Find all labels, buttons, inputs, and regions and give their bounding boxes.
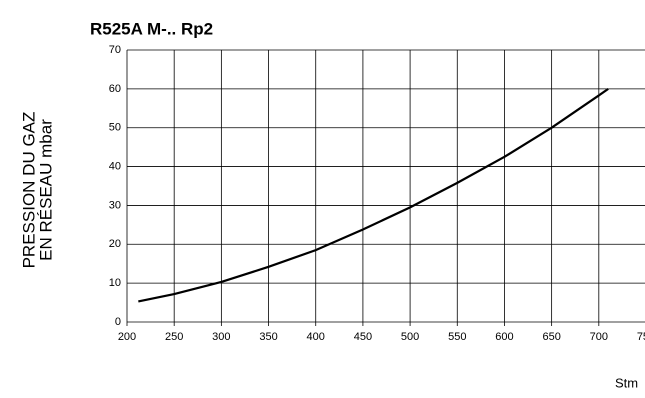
x-axis-label: Stm bbox=[615, 375, 638, 390]
x-tick-label: 600 bbox=[495, 331, 513, 343]
x-tick-label: 200 bbox=[118, 331, 136, 343]
x-tick-label: 550 bbox=[448, 331, 466, 343]
y-tick-label: 50 bbox=[109, 122, 121, 134]
x-tick-label: 350 bbox=[259, 331, 277, 343]
y-tick-label: 10 bbox=[109, 277, 121, 289]
x-tick-label: 650 bbox=[542, 331, 560, 343]
y-axis-label: EN RÉSEAU mbar bbox=[36, 119, 55, 261]
y-tick-label: 20 bbox=[109, 238, 121, 250]
x-tick-label: 450 bbox=[354, 331, 372, 343]
x-tick-label: 400 bbox=[307, 331, 325, 343]
data-line bbox=[138, 87, 609, 303]
x-tick-label: 250 bbox=[165, 331, 183, 343]
y-tick-label: 30 bbox=[109, 199, 121, 211]
y-tick-label: 40 bbox=[109, 160, 121, 172]
x-tick-label: 300 bbox=[212, 331, 230, 343]
x-tick-label: 500 bbox=[401, 331, 419, 343]
y-tick-label: 60 bbox=[109, 83, 121, 95]
x-tick-label: 700 bbox=[590, 331, 608, 343]
y-tick-label: 0 bbox=[115, 316, 121, 328]
chart-title: R525A M-.. Rp2 bbox=[90, 19, 213, 38]
y-axis-label: PRESSION DU GAZ bbox=[19, 112, 38, 269]
y-tick-label: 70 bbox=[109, 44, 121, 56]
x-tick-label: 750 bbox=[637, 331, 645, 343]
